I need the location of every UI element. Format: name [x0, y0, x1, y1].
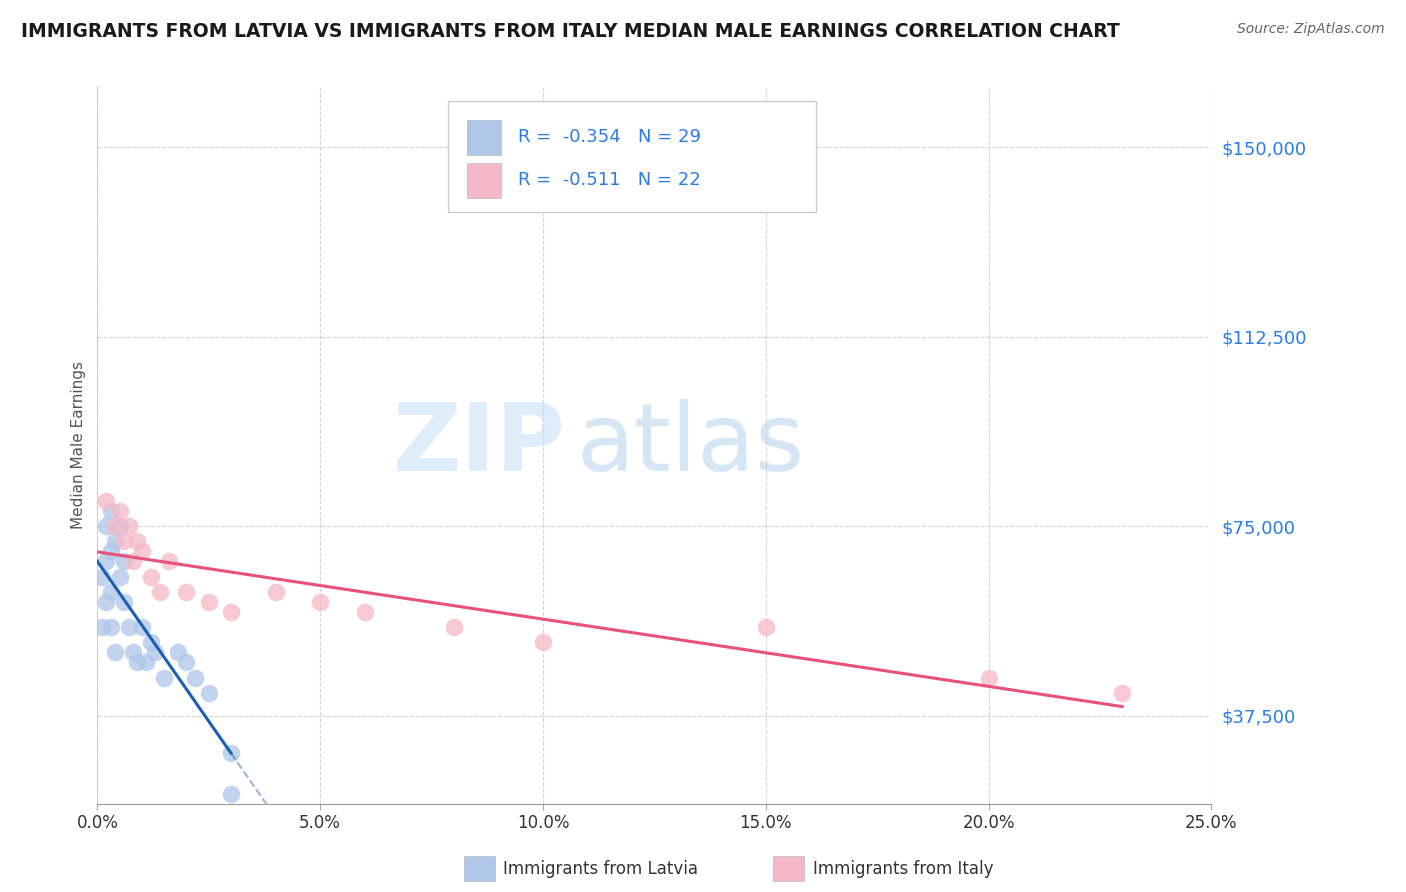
Point [139, 569, 162, 583]
Text: atlas: atlas [576, 400, 804, 491]
Point [112, 554, 135, 568]
Point [117, 519, 139, 533]
Point [166, 645, 188, 659]
Point [122, 645, 145, 659]
Point [96, 554, 118, 568]
Point [112, 595, 135, 609]
Point [219, 787, 242, 801]
Point [90, 620, 112, 634]
Text: ZIP: ZIP [392, 400, 565, 491]
Point [531, 635, 554, 649]
Point [127, 656, 149, 670]
Point [443, 620, 465, 634]
Point [1111, 686, 1133, 700]
Text: Immigrants from Italy: Immigrants from Italy [813, 860, 993, 878]
Text: Immigrants from Latvia: Immigrants from Latvia [503, 860, 699, 878]
Point [104, 519, 127, 533]
Point [755, 620, 778, 634]
Point [176, 656, 198, 670]
Point [104, 645, 127, 659]
Text: IMMIGRANTS FROM LATVIA VS IMMIGRANTS FROM ITALY MEDIAN MALE EARNINGS CORRELATION: IMMIGRANTS FROM LATVIA VS IMMIGRANTS FRO… [21, 22, 1119, 41]
Point [100, 620, 122, 634]
Y-axis label: Median Male Earnings: Median Male Earnings [72, 361, 86, 529]
Point [108, 519, 131, 533]
Point [184, 671, 207, 685]
Point [149, 584, 172, 599]
Point [139, 635, 162, 649]
Text: R =  -0.511   N = 22: R = -0.511 N = 22 [519, 170, 702, 188]
Point [135, 656, 157, 670]
Point [131, 620, 153, 634]
Text: Source: ZipAtlas.com: Source: ZipAtlas.com [1237, 22, 1385, 37]
Point [353, 605, 375, 619]
Point [127, 534, 149, 549]
Point [219, 747, 242, 761]
Point [309, 595, 332, 609]
Text: R =  -0.354   N = 29: R = -0.354 N = 29 [519, 128, 702, 145]
FancyBboxPatch shape [467, 120, 501, 154]
Point [977, 671, 1000, 685]
Point [108, 569, 131, 583]
Point [143, 645, 166, 659]
Point [176, 584, 198, 599]
Point [131, 544, 153, 558]
Point [122, 554, 145, 568]
FancyBboxPatch shape [449, 101, 815, 212]
Point [219, 605, 242, 619]
Point [96, 493, 118, 508]
Point [197, 595, 219, 609]
Point [96, 519, 118, 533]
Point [117, 620, 139, 634]
Point [90, 569, 112, 583]
Point [100, 504, 122, 518]
Point [197, 686, 219, 700]
Point [264, 584, 287, 599]
Point [96, 595, 118, 609]
Point [112, 534, 135, 549]
FancyBboxPatch shape [467, 163, 501, 198]
Point [104, 534, 127, 549]
Point [108, 504, 131, 518]
Point [153, 671, 176, 685]
Point [157, 554, 180, 568]
Point [100, 584, 122, 599]
Point [100, 544, 122, 558]
